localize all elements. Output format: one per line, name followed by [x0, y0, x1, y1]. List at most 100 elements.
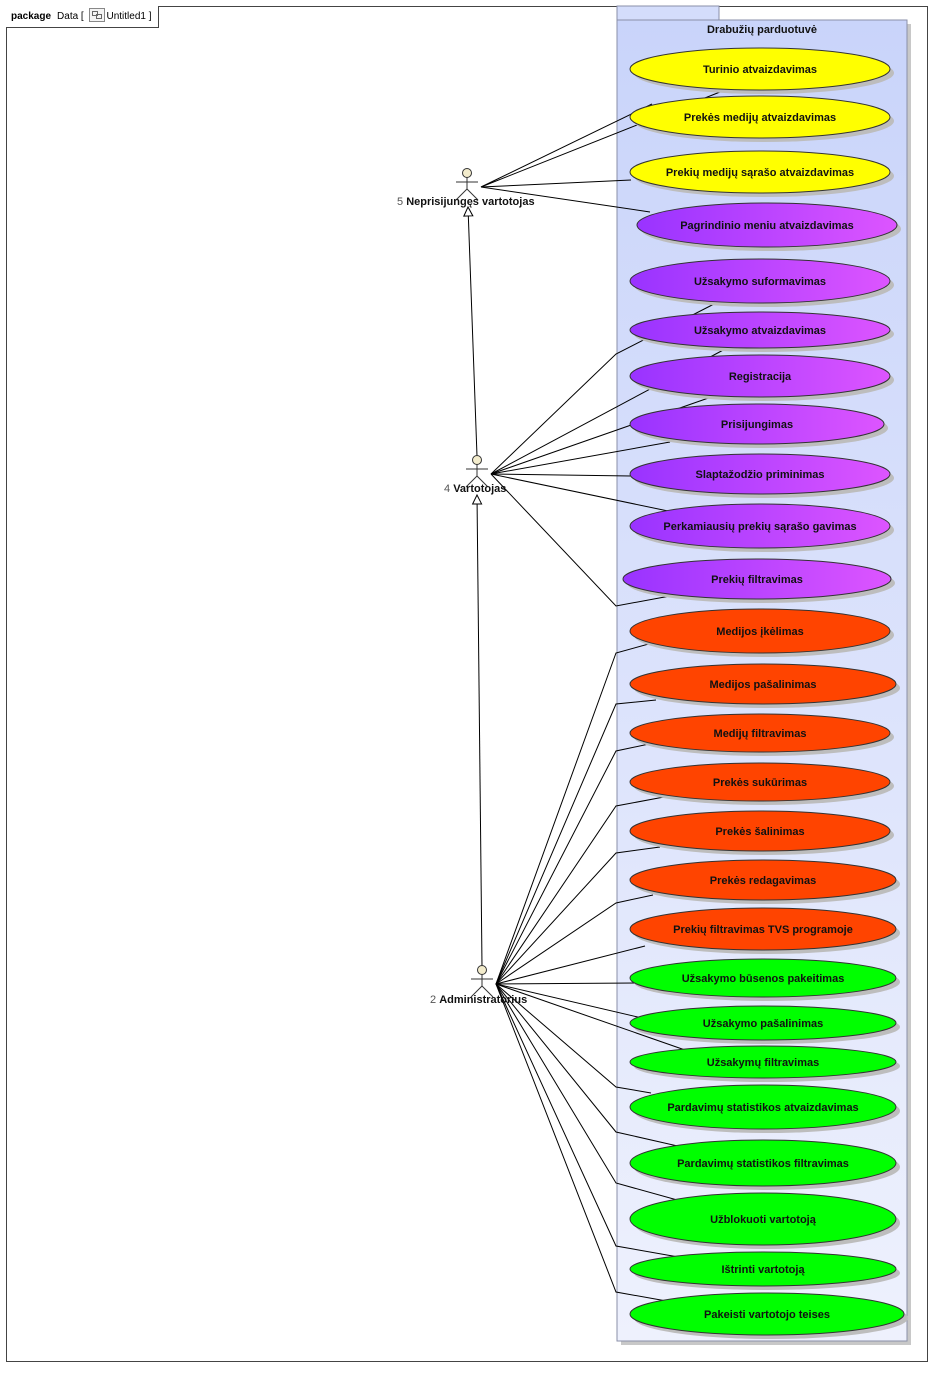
- association-line[interactable]: [480, 186, 651, 213]
- use-case-label: Pardavimų statistikos atvaizdavimas: [667, 1102, 858, 1114]
- use-case-label: Registracija: [729, 371, 792, 383]
- use-case-ellipse: [629, 1139, 897, 1187]
- use-case-label: Prisijungimas: [721, 419, 793, 431]
- actor-head: [462, 168, 472, 178]
- association-line[interactable]: [495, 846, 661, 985]
- use-case-21[interactable]: Užsakymų filtravimas: [629, 1045, 900, 1082]
- association-line[interactable]: [490, 441, 671, 475]
- use-case-ellipse: [629, 907, 897, 951]
- use-case-label: Užsakymo pašalinimas: [703, 1018, 823, 1030]
- actor-left-leg: [455, 188, 468, 201]
- use-case-ellipse: [629, 762, 891, 802]
- use-case-20[interactable]: Užsakymo pašalinimas: [629, 1005, 900, 1044]
- association-line[interactable]: [495, 641, 657, 985]
- use-case-8[interactable]: Prisijungimas: [629, 403, 888, 448]
- association-line[interactable]: [495, 983, 683, 1148]
- use-case-17[interactable]: Prekės redagavimas: [629, 859, 900, 904]
- association-line[interactable]: [495, 983, 686, 1051]
- use-case-7[interactable]: Registracija: [629, 354, 894, 401]
- use-case-ellipse: [629, 150, 891, 194]
- use-case-label: Ištrinti vartotoją: [721, 1264, 805, 1276]
- use-case-26[interactable]: Pakeisti vartotojo teises: [629, 1292, 908, 1339]
- use-case-1[interactable]: Turinio atvaizdavimas: [629, 47, 894, 94]
- association-line[interactable]: [495, 983, 685, 1259]
- association-line[interactable]: [495, 983, 689, 1204]
- actor-label: 4 Vartotojas: [444, 483, 506, 495]
- use-case-18[interactable]: Prekių filtravimas TVS programoje: [629, 907, 900, 954]
- use-case-label: Pakeisti vartotojo teises: [704, 1309, 830, 1321]
- use-case-12[interactable]: Medijos įkėlimas: [629, 608, 894, 657]
- use-case-ellipse: [629, 1084, 897, 1130]
- association-line[interactable]: [490, 473, 671, 607]
- stick-figure-icon: [455, 168, 479, 201]
- use-case-ellipse: [629, 1192, 897, 1246]
- use-case-4[interactable]: Pagrindinio meniu atvaizdavimas: [636, 202, 901, 251]
- association-line[interactable]: [495, 945, 646, 985]
- use-case-24[interactable]: Užblokuoti vartotoją: [629, 1192, 900, 1249]
- use-case-15[interactable]: Prekės sukūrimas: [629, 762, 894, 805]
- use-case-14[interactable]: Medijų filtravimas: [629, 713, 894, 756]
- diagram-header-tab: package Data [ Untitled1 ]: [6, 6, 159, 28]
- actor-label: 2 Administratorius: [430, 994, 527, 1006]
- association-line[interactable]: [495, 982, 637, 985]
- use-cases: Turinio atvaizdavimas Prekės medijų atvai…: [622, 47, 908, 1339]
- association-line[interactable]: [495, 796, 665, 985]
- use-case-13[interactable]: Medijos pašalinimas: [629, 663, 900, 708]
- actor-user[interactable]: 4 Vartotojas: [444, 455, 506, 496]
- use-case-ellipse: [629, 958, 897, 998]
- association-line[interactable]: [495, 983, 652, 1094]
- use-case-23[interactable]: Pardavimų statistikos filtravimas: [629, 1139, 900, 1190]
- actor-left-leg: [465, 475, 478, 488]
- use-case-diagram-icon: [88, 8, 105, 23]
- use-case-label: Prekių filtravimas TVS programoje: [673, 924, 853, 936]
- generalization-user-to-guest[interactable]: [463, 205, 478, 457]
- association-line[interactable]: [495, 743, 650, 985]
- stick-figure-icon: [465, 455, 489, 488]
- use-case-label: Užsakymo atvaizdavimas: [694, 325, 826, 337]
- association-line[interactable]: [495, 983, 656, 1022]
- association-line[interactable]: [495, 699, 657, 985]
- generalization-arrowhead: [463, 205, 474, 217]
- association-line[interactable]: [480, 103, 653, 188]
- actor-name: Administratorius: [439, 994, 527, 1006]
- bracket-close: ]: [145, 11, 152, 22]
- use-case-6[interactable]: Užsakymo atvaizdavimas: [629, 311, 894, 352]
- bracket-open: [: [78, 11, 87, 22]
- actor-number: 5: [397, 196, 403, 208]
- use-case-ellipse: [629, 503, 891, 549]
- use-case-25[interactable]: Ištrinti vartotoją: [629, 1251, 900, 1290]
- association-line[interactable]: [490, 473, 632, 477]
- association-line[interactable]: [495, 894, 654, 985]
- use-case-16[interactable]: Prekės šalinimas: [629, 810, 894, 855]
- association-line[interactable]: [495, 983, 673, 1303]
- use-case-10[interactable]: Perkamiausių prekių sąrašo gavimas: [629, 503, 894, 552]
- use-case-ellipse: [629, 403, 885, 445]
- use-case-label: Prekių medijų sąrašo atvaizdavimas: [666, 167, 854, 179]
- generalization-line: [467, 215, 478, 457]
- use-case-22[interactable]: Pardavimų statistikos atvaizdavimas: [629, 1084, 900, 1133]
- system-boundary-tab: [616, 5, 720, 22]
- use-case-ellipse: [629, 354, 891, 398]
- use-case-ellipse: [622, 558, 892, 600]
- use-case-2[interactable]: Prekės medijų atvaizdavimas: [629, 95, 894, 142]
- use-case-label: Pagrindinio meniu atvaizdavimas: [680, 220, 854, 232]
- actor-name: Vartotojas: [453, 483, 506, 495]
- generalization-admin-to-user[interactable]: [471, 493, 483, 967]
- association-line[interactable]: [490, 473, 669, 512]
- association-line[interactable]: [480, 179, 632, 188]
- use-case-19[interactable]: Užsakymo būsenos pakeitimas: [629, 958, 900, 1001]
- stick-figure-icon: [470, 965, 494, 998]
- actor-admin[interactable]: 2 Administratorius: [430, 965, 527, 1007]
- use-case-ellipse: [629, 810, 891, 852]
- use-case-ellipse: [629, 453, 891, 495]
- use-case-9[interactable]: Slaptažodžio priminimas: [629, 453, 894, 498]
- actor-guest[interactable]: 5 Neprisijungęs vartotojas: [397, 168, 535, 209]
- use-case-11[interactable]: Prekių filtravimas: [622, 558, 895, 603]
- diagram-frame: [6, 6, 928, 1362]
- use-case-label: Užsakymo suformavimas: [694, 276, 826, 288]
- use-case-5[interactable]: Užsakymo suformavimas: [629, 258, 894, 307]
- use-case-3[interactable]: Prekių medijų sąrašo atvaizdavimas: [629, 150, 894, 197]
- use-case-label: Medijų filtravimas: [714, 728, 807, 740]
- use-case-label: Prekės šalinimas: [715, 826, 804, 838]
